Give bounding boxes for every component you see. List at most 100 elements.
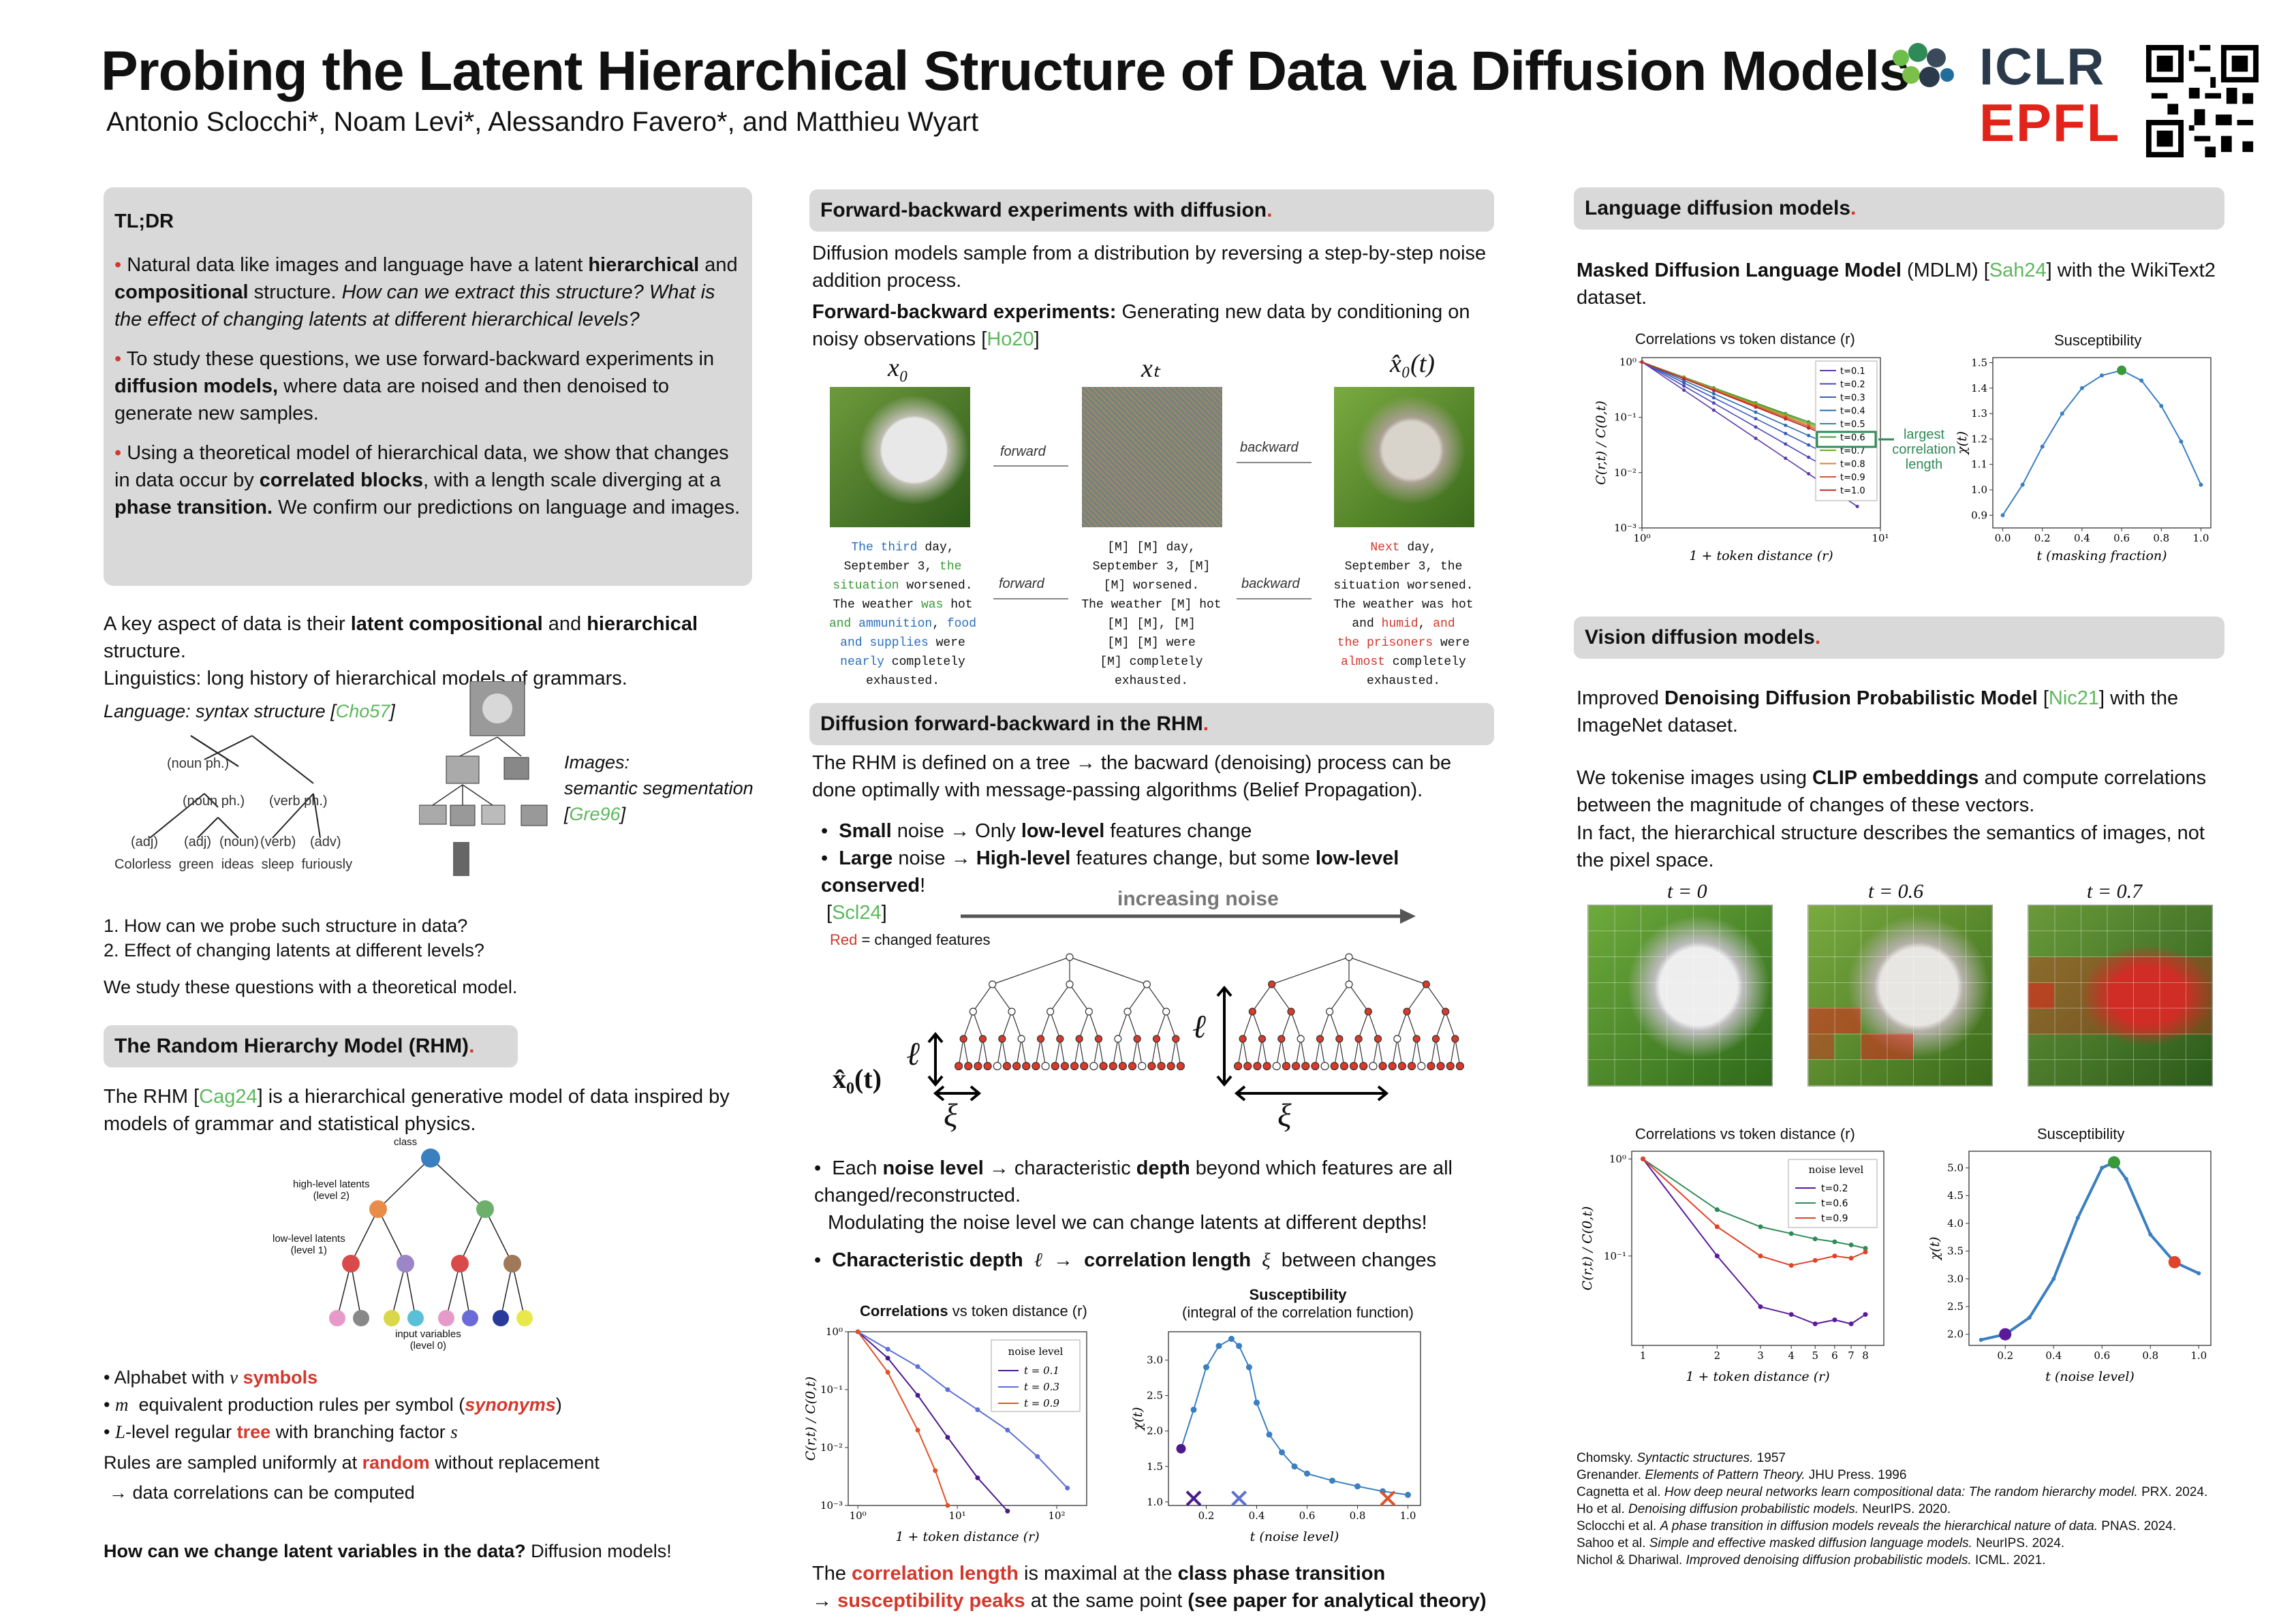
tree-edge — [1011, 1011, 1022, 1040]
x0t-symbol: x̂₀(t) — [833, 1063, 882, 1094]
x-tick-label: 0.4 — [2074, 532, 2090, 544]
tree-edge — [1348, 984, 1369, 1012]
y-tick-label: 10⁻¹ — [1614, 411, 1636, 424]
data-point — [885, 1369, 890, 1375]
tree-node — [1427, 1061, 1436, 1071]
vision-image-t0 — [1587, 905, 1773, 1087]
rhm-diffusion-header: Diffusion forward-backward in the RHM. — [809, 703, 1494, 745]
tree-edge — [1271, 956, 1350, 985]
lang-susc-title: Susceptibility — [2054, 332, 2142, 349]
data-point — [1754, 436, 1758, 440]
tree-edge — [1155, 1011, 1167, 1040]
tree-node — [1397, 1061, 1407, 1071]
tree-edge — [1059, 1038, 1066, 1067]
legend-label: t=0.3 — [1840, 393, 1865, 403]
tree-edge — [1040, 1038, 1046, 1067]
tree-edge — [1455, 1038, 1461, 1067]
y-tick-label: 3.5 — [1947, 1245, 1964, 1258]
tree-edge — [1372, 1038, 1379, 1067]
poster-authors: Antonio Sclocchi*, Noam Levi*, Alessandr… — [106, 107, 979, 137]
tree-edge — [1050, 984, 1070, 1012]
noisy-image — [1082, 387, 1222, 527]
data-point — [1035, 1454, 1040, 1459]
legend-label: t=0.4 — [1840, 407, 1865, 417]
data-point — [1291, 1463, 1298, 1470]
rhm-section-header: The Random Hierarchy Model (RHM). — [104, 1025, 518, 1067]
tree-node — [1133, 1035, 1141, 1043]
ell-symbol-2: ℓ — [1192, 1009, 1206, 1045]
highlight-box — [1816, 431, 1877, 448]
tree-node — [1123, 1008, 1132, 1016]
series-line — [1642, 1158, 1866, 1325]
data-point — [945, 1503, 950, 1508]
rhm-correlations: → data correlations can be computed — [109, 1482, 415, 1503]
tree-node — [1147, 1061, 1156, 1071]
y-tick-label: 4.0 — [1947, 1217, 1964, 1230]
tree-edge — [1117, 1038, 1123, 1067]
data-point — [945, 1387, 950, 1392]
tree-edge — [1295, 1038, 1301, 1067]
tree-node-noun: (noun) — [219, 834, 259, 849]
tree-edge — [1276, 1038, 1282, 1067]
tree-node — [1417, 1061, 1426, 1071]
data-point — [1203, 1364, 1209, 1371]
segmentation-tree-image — [418, 681, 555, 879]
data-point — [2000, 513, 2005, 518]
tree-edge — [1271, 984, 1292, 1012]
data-point — [1682, 377, 1686, 381]
x-axis-label: 1 + token distance (r) — [895, 1529, 1039, 1544]
tree-node — [1326, 1008, 1334, 1016]
data-point — [1711, 396, 1716, 400]
forward-label-1: forward — [1000, 444, 1046, 459]
tree-edge — [1358, 1011, 1369, 1040]
data-point — [945, 1435, 950, 1440]
x-marker — [1380, 1490, 1396, 1507]
tree-node — [1330, 1061, 1339, 1071]
x-tick-label: 4 — [1788, 1349, 1795, 1362]
y-tick-label: 10⁻² — [820, 1441, 843, 1454]
tree-edge — [1079, 1038, 1085, 1067]
vision-intro: Improved Denoising Diffusion Probabilist… — [1577, 687, 2179, 736]
tree-node — [1070, 1061, 1079, 1071]
x-tick-label: 1 — [1640, 1349, 1647, 1362]
series-line — [1642, 1158, 1866, 1249]
vision-tokenise: We tokenise images using CLIP embeddings… — [1577, 767, 2207, 816]
data-point — [1863, 1249, 1868, 1255]
red-legend: Red = changed features — [830, 931, 991, 948]
qr-code[interactable] — [2146, 45, 2259, 157]
tree-node — [1335, 1035, 1344, 1043]
tree-node — [1455, 1061, 1465, 1071]
tree-edge — [1281, 1038, 1287, 1067]
tree-edge — [1074, 1038, 1080, 1067]
tree-edge — [1353, 1038, 1359, 1067]
lang-corr-title: Correlations vs token distance (r) — [1635, 330, 1855, 347]
tree-node — [1374, 1035, 1382, 1043]
tree-node — [1364, 1008, 1372, 1016]
language-label: Language: syntax structure [Cho57] — [104, 701, 395, 721]
y-tick-label: 1.1 — [1971, 458, 1987, 471]
x-tick-label: 8 — [1862, 1349, 1869, 1362]
tree-node — [954, 1061, 963, 1071]
tree-edge — [1117, 1011, 1128, 1040]
rhm-tree-small-noise — [954, 953, 1185, 1071]
rhm-conclusion: The correlation length is maximal at the… — [812, 1563, 1487, 1612]
x-tick-label: 2 — [1714, 1349, 1721, 1362]
tree-node — [1012, 1061, 1021, 1071]
xi-symbol-2: ξ — [1277, 1097, 1292, 1134]
tree-node-verb: (verb) — [260, 834, 296, 849]
tree-node — [1378, 1061, 1387, 1071]
data-point — [1758, 1304, 1763, 1309]
rhm-bullet-2: • m equivalent production rules per symb… — [104, 1394, 562, 1415]
question-1: 1. How can we probe such structure in da… — [104, 916, 468, 936]
data-point — [1754, 417, 1758, 421]
y-tick-label: 1.0 — [1971, 484, 1987, 496]
x-axis-label: 1 + token distance (r) — [1686, 1369, 1829, 1384]
x-tick-label: 1.0 — [2193, 532, 2209, 544]
tree-node — [1277, 1035, 1286, 1043]
tree-node — [1291, 1061, 1301, 1071]
data-point — [1228, 1335, 1235, 1342]
tree-node — [1442, 1008, 1450, 1016]
reference-item: Ho et al. Denoising diffusion probabilis… — [1577, 1502, 1951, 1516]
data-point — [2100, 373, 2104, 378]
tree-edge — [1002, 1038, 1008, 1067]
